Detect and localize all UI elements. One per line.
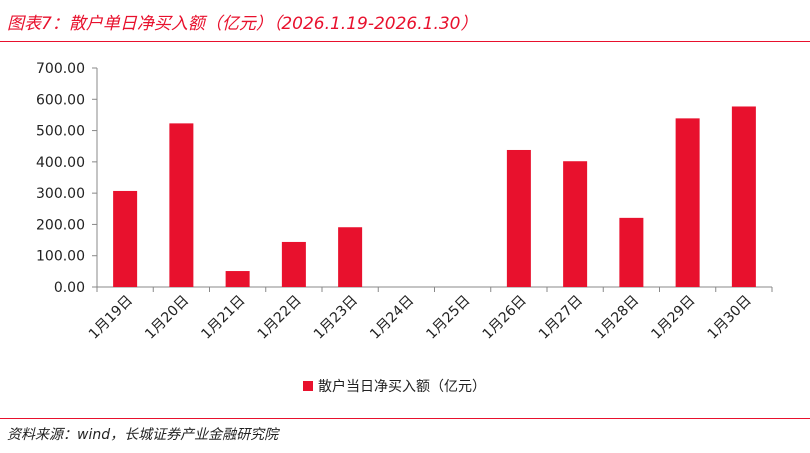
legend-label: 散户当日净买入额（亿元） — [318, 379, 486, 395]
bar — [506, 149, 531, 287]
x-tick-label: 1月25日 — [423, 293, 473, 343]
x-tick-label: 1月19日 — [86, 293, 136, 343]
bar — [563, 161, 588, 287]
x-tick-label: 1月23日 — [311, 293, 361, 343]
source-note: 资料来源：wind，长城证券产业金融研究院 — [7, 427, 279, 443]
bar — [169, 123, 194, 287]
y-tick-label: 500.00 — [36, 124, 85, 140]
x-tick-label: 1月26日 — [480, 293, 530, 343]
y-tick-label: 200.00 — [36, 217, 85, 233]
bar — [113, 190, 138, 287]
title-divider — [0, 41, 810, 42]
legend-swatch — [303, 381, 313, 391]
y-tick-label: 600.00 — [36, 92, 85, 108]
bar — [675, 118, 700, 288]
bar — [281, 241, 306, 287]
source-divider — [0, 418, 810, 419]
bar — [619, 217, 644, 287]
bar — [731, 106, 756, 287]
bar — [225, 271, 250, 287]
x-tick-label: 1月21日 — [198, 293, 248, 343]
bar-chart: 0.00 100.00 200.00 300.00 400.00 500.00 600.00… — [36, 61, 773, 343]
x-tick-label: 1月28日 — [592, 293, 642, 343]
y-tick-label: 0.00 — [54, 280, 85, 296]
y-tick-label: 400.00 — [36, 155, 85, 171]
y-tick-label: 300.00 — [36, 186, 85, 202]
bar — [338, 227, 363, 287]
y-tick-label: 100.00 — [36, 249, 85, 265]
y-tick-label: 700.00 — [36, 61, 85, 77]
x-tick-label: 1月27日 — [536, 293, 586, 343]
legend: 散户当日净买入额（亿元） — [303, 376, 486, 396]
x-tick-label: 1月22日 — [255, 293, 305, 343]
x-tick-label: 1月30日 — [705, 293, 755, 343]
x-tick-label: 1月24日 — [367, 293, 417, 343]
x-tick-label: 1月20日 — [142, 293, 192, 343]
chart-title: 图表7：散户单日净买入额（亿元）（2026.1.19-2026.1.30） — [7, 14, 478, 34]
x-tick-label: 1月29日 — [648, 293, 698, 343]
